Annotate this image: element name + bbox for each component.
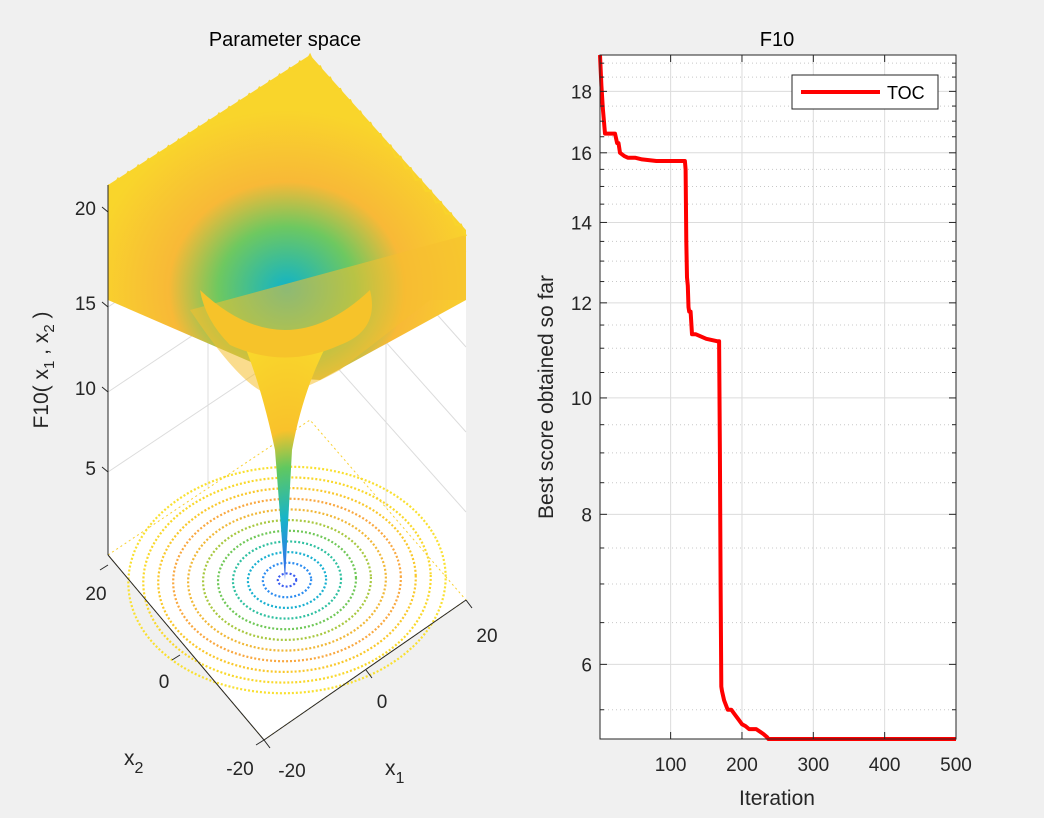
contour-ring xyxy=(157,487,417,673)
x1-label-sub: 1 xyxy=(396,770,405,787)
contour-ring xyxy=(231,540,343,620)
y-tick-label: 12 xyxy=(571,294,592,315)
legend[interactable]: TOC xyxy=(791,74,939,110)
contour-ring xyxy=(276,572,298,588)
plot-frame xyxy=(599,54,957,740)
y-axis-label: Best score obtained so far xyxy=(535,275,558,519)
x1-label-base: x xyxy=(385,757,396,780)
contour-ring xyxy=(246,551,328,609)
z-tick-label: 5 xyxy=(85,459,96,480)
x1-axis-label: x1 xyxy=(385,757,405,787)
x2-axis-line xyxy=(107,554,265,741)
x1-tick xyxy=(465,599,473,609)
x-tick-label: 500 xyxy=(940,755,972,776)
surface-edge-spikes xyxy=(107,52,467,237)
z-label-end: ) xyxy=(30,311,53,324)
z-tick xyxy=(101,466,109,473)
x1-tick-label: -20 xyxy=(278,761,305,782)
contour-ring xyxy=(261,561,313,599)
y-tick-label: 8 xyxy=(581,505,592,526)
surface-ring xyxy=(200,290,372,358)
x2-tick xyxy=(255,739,265,746)
x-tick-label: 300 xyxy=(797,755,829,776)
x2-label-sub: 2 xyxy=(135,760,144,777)
convergence-title: F10 xyxy=(760,29,794,51)
surface-axes: 5 10 15 20 -20 0 20 -20 0 20 xyxy=(75,199,498,782)
axis-ticks: 6 8 10 12 14 16 18 100 200 300 400 500 xyxy=(571,55,972,776)
x1-tick xyxy=(365,669,373,679)
z-tick-label: 10 xyxy=(75,379,96,400)
surface-texture xyxy=(107,52,467,237)
x1-tick-label: 0 xyxy=(377,692,388,713)
y-tick-label: 6 xyxy=(581,655,592,676)
x2-tick xyxy=(99,564,109,571)
z-tick xyxy=(101,206,109,213)
y-tick-label: 16 xyxy=(571,144,592,165)
floor-pane xyxy=(108,420,466,740)
x2-axis-label: x2 xyxy=(124,747,144,777)
x2-label-base: x xyxy=(124,747,135,770)
contour-ring xyxy=(172,497,402,663)
surface-title: Parameter space xyxy=(209,29,361,51)
z-label-mid: , x xyxy=(30,332,53,361)
y-tick-label: 14 xyxy=(571,213,593,234)
y-tick-label: 18 xyxy=(571,82,592,103)
x2-tick xyxy=(171,654,181,661)
convergence-plot: F10 6 8 10 12 14 16 18 100 200 300 400 500 Iteratio… xyxy=(535,29,972,810)
z-tick xyxy=(101,386,109,393)
x-tick-label: 200 xyxy=(726,755,758,776)
z-tick xyxy=(101,301,109,308)
z-axis-label: F10( x1 , x2 ) xyxy=(30,311,58,428)
surface-plot: Parameter space xyxy=(30,29,498,787)
z-tick-label: 20 xyxy=(75,199,96,220)
z-label-part: F10( x xyxy=(30,369,53,429)
y-tick-label: 10 xyxy=(571,389,592,410)
z-label-sub1: 1 xyxy=(41,361,58,369)
x2-tick-label: 20 xyxy=(85,584,106,605)
x2-tick-label: -20 xyxy=(226,759,253,780)
z-tick-label: 15 xyxy=(75,294,96,315)
contour-ring xyxy=(142,476,432,684)
x1-tick xyxy=(263,739,271,749)
plot-area xyxy=(600,55,956,739)
x1-tick-label: 20 xyxy=(476,626,497,647)
z-label-sub2: 2 xyxy=(41,324,58,332)
x1-axis-line xyxy=(263,599,467,741)
x2-tick-label: 0 xyxy=(159,672,170,693)
x-tick-label: 400 xyxy=(869,755,901,776)
x-tick-label: 100 xyxy=(655,755,687,776)
surface-funnel xyxy=(240,330,335,580)
x-axis-label: Iteration xyxy=(739,787,815,810)
legend-label: TOC xyxy=(887,83,925,103)
